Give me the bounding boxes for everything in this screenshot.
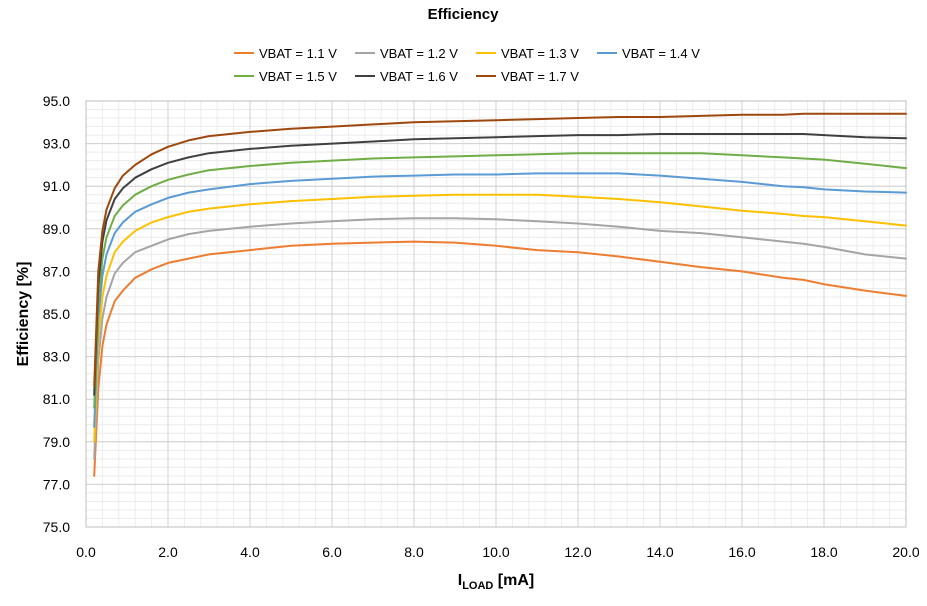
x-tick-label: 2.0: [158, 544, 178, 560]
y-tick-label: 77.0: [43, 476, 70, 492]
x-tick-label: 20.0: [892, 544, 919, 560]
y-tick-label: 83.0: [43, 349, 70, 365]
chart-title: Efficiency: [428, 6, 500, 23]
x-tick-label: 0.0: [76, 544, 96, 560]
series-line-1-2v: [93, 217, 907, 460]
x-tick-label: 10.0: [482, 544, 509, 560]
x-tick-label: 18.0: [810, 544, 837, 560]
y-tick-label: 79.0: [43, 434, 70, 450]
y-tick-label: 93.0: [43, 136, 70, 152]
y-axis-title: Efficiency [%]: [15, 262, 32, 367]
x-axis-title-main: I: [458, 572, 462, 589]
y-tick-label: 87.0: [43, 263, 70, 279]
legend-label: VBAT = 1.6 V: [380, 69, 458, 84]
legend-label: VBAT = 1.1 V: [259, 46, 337, 61]
legend: VBAT = 1.1 V VBAT = 1.2 V VBAT = 1.3 V VBAT…: [234, 46, 700, 84]
y-tick-label: 89.0: [43, 221, 70, 237]
legend-label: VBAT = 1.4 V: [622, 46, 700, 61]
x-tick-label: 16.0: [728, 544, 755, 560]
y-tick-label: 85.0: [43, 306, 70, 322]
x-tick-label: 8.0: [404, 544, 424, 560]
series-line-1-1v: [93, 240, 907, 477]
x-axis-title-unit: [mA]: [493, 572, 534, 589]
x-tick-label: 6.0: [322, 544, 342, 560]
x-tick-label: 14.0: [646, 544, 673, 560]
x-axis-title-subscript: LOAD: [462, 580, 493, 592]
series-line-1-7v: [93, 112, 907, 388]
series-lines: [93, 112, 907, 477]
series-line-1-6v: [93, 133, 907, 396]
plot-area-border: [85, 100, 907, 528]
plot-frame: [85, 100, 907, 528]
grid-major: [85, 100, 907, 528]
legend-label: VBAT = 1.3 V: [501, 46, 579, 61]
y-tick-label: 91.0: [43, 178, 70, 194]
series-line-1-4v: [93, 172, 907, 428]
x-tick-label: 4.0: [240, 544, 260, 560]
x-tick-label: 12.0: [564, 544, 591, 560]
x-tick-labels: 0.0 2.0 4.0 6.0 8.0 10.0 12.0 14.0 16.0 18.0 20.0: [76, 544, 920, 560]
series-line-1-3v: [93, 193, 907, 443]
legend-label: VBAT = 1.7 V: [501, 69, 579, 84]
legend-label: VBAT = 1.5 V: [259, 69, 337, 84]
legend-label: VBAT = 1.2 V: [380, 46, 458, 61]
x-axis-title: ILOAD [mA]: [458, 572, 535, 592]
y-tick-label: 75.0: [43, 519, 70, 535]
series-line-1-5v: [93, 152, 907, 409]
y-tick-labels: 75.0 77.0 79.0 81.0 83.0 85.0 87.0 89.0 91.0 93.0…: [43, 93, 70, 535]
y-tick-label: 81.0: [43, 391, 70, 407]
y-tick-label: 95.0: [43, 93, 70, 109]
